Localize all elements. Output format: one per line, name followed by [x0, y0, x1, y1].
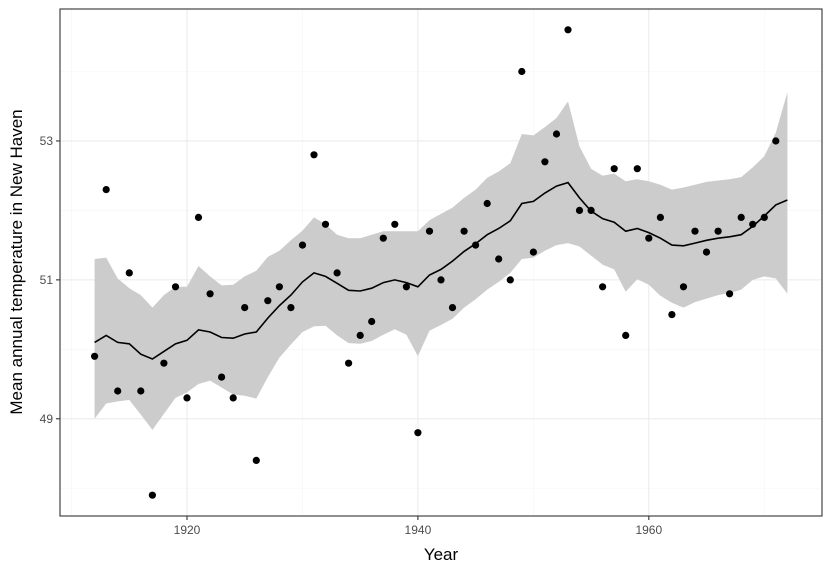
data-point — [448, 304, 457, 312]
y-tick-label: 53 — [40, 134, 54, 148]
data-point — [102, 186, 110, 194]
data-point — [241, 304, 249, 312]
data-point — [772, 137, 780, 145]
data-point — [252, 456, 260, 464]
data-point — [391, 220, 399, 228]
data-point — [310, 151, 318, 159]
data-point — [402, 283, 410, 291]
data-point — [645, 234, 653, 242]
data-point — [552, 130, 561, 138]
data-point — [368, 317, 376, 326]
data-point — [702, 248, 711, 256]
data-point — [425, 227, 434, 235]
x-axis: 1920 1940 1960 — [174, 516, 662, 537]
data-point — [414, 429, 422, 437]
data-point — [622, 331, 630, 339]
x-tick-label: 1940 — [405, 523, 432, 537]
data-point — [737, 213, 745, 221]
data-point — [437, 276, 445, 284]
data-point — [379, 234, 387, 242]
data-point — [333, 269, 341, 277]
y-tick-label: 51 — [40, 273, 54, 287]
x-tick-label: 1960 — [635, 523, 662, 537]
data-point — [356, 331, 364, 339]
data-point — [633, 165, 641, 173]
confidence-band — [94, 92, 788, 430]
data-point — [171, 283, 180, 291]
data-point — [679, 283, 688, 291]
data-point — [183, 394, 191, 402]
x-tick-label: 1920 — [174, 523, 201, 537]
smoothed-trend-line — [94, 181, 788, 360]
y-axis-title: Mean annual temperature in New Haven — [7, 109, 26, 414]
data-point — [495, 255, 503, 263]
data-point — [726, 290, 734, 298]
data-point — [691, 227, 699, 235]
data-point — [668, 311, 676, 319]
y-axis: 49 51 53 — [40, 134, 60, 426]
data-point — [218, 373, 226, 381]
data-point — [587, 206, 595, 214]
data-point — [599, 283, 607, 291]
data-point — [749, 220, 757, 228]
data-point — [91, 352, 99, 360]
data-point — [760, 213, 768, 221]
y-tick-label: 49 — [40, 412, 54, 426]
data-point — [656, 213, 665, 221]
x-axis-title: Year — [424, 545, 459, 564]
data-point — [114, 387, 122, 395]
data-point — [275, 283, 283, 291]
data-point — [472, 241, 480, 249]
data-point — [564, 26, 572, 34]
data-point — [194, 213, 203, 221]
panel-border — [59, 8, 823, 517]
data-point — [714, 227, 722, 235]
data-point — [483, 199, 491, 208]
data-point — [160, 359, 168, 367]
data-point — [206, 290, 214, 298]
data-point — [287, 304, 295, 312]
data-point — [529, 248, 538, 256]
data-point — [264, 297, 272, 305]
data-point — [137, 387, 145, 395]
data-point — [321, 220, 330, 228]
data-points — [91, 26, 780, 499]
data-point — [460, 227, 468, 235]
data-point — [125, 269, 133, 277]
data-point — [518, 67, 526, 76]
data-point — [506, 276, 514, 284]
data-point — [575, 206, 584, 214]
data-point — [148, 491, 156, 499]
data-point — [345, 359, 353, 367]
data-point — [229, 394, 237, 402]
data-point — [298, 241, 307, 249]
data-point — [541, 158, 549, 166]
data-point — [610, 165, 618, 173]
